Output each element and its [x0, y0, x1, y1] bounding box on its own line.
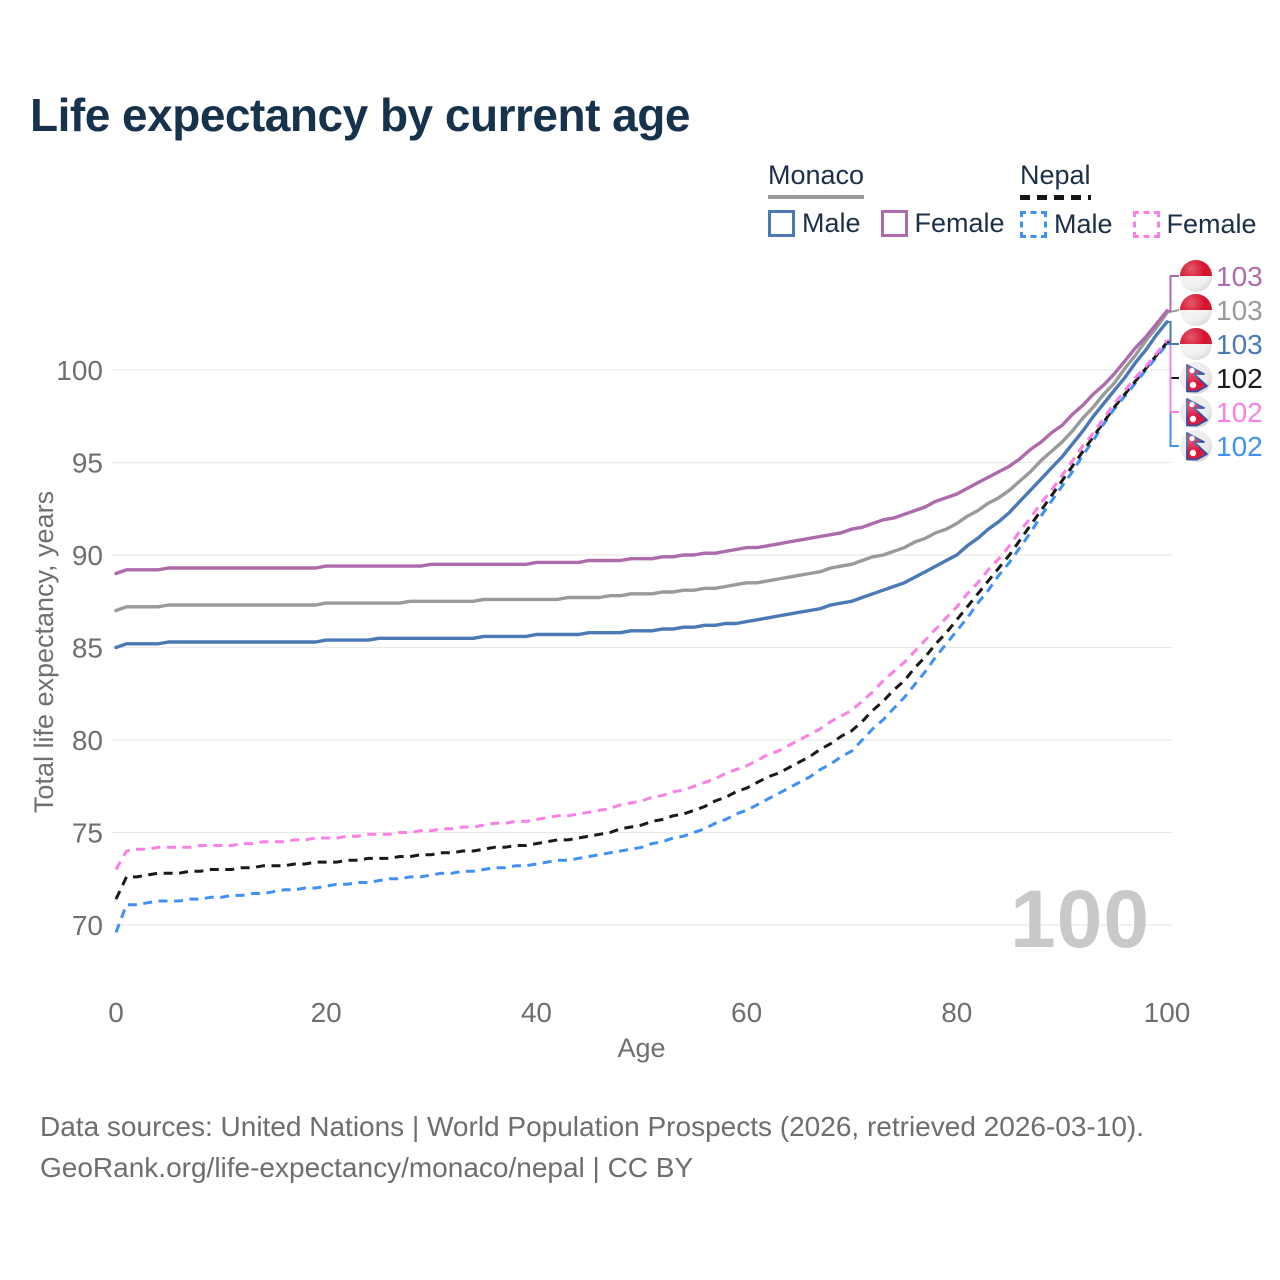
footer-data-sources: Data sources: United Nations | World Pop…	[40, 1111, 1145, 1142]
legend-label-monaco-female: Female	[914, 208, 1005, 238]
end-value-label-monaco-combined: 103	[1216, 295, 1263, 326]
x-tick-label: 0	[108, 997, 124, 1028]
line-nepal-combined	[114, 341, 1169, 900]
y-tick-label: 95	[72, 448, 103, 479]
legend-item-monaco-female: Female	[880, 208, 1005, 239]
footer: Data sources: United Nations | World Pop…	[40, 1106, 1144, 1188]
monaco-solid-line-sample-icon	[768, 195, 865, 199]
monaco-female-swatch-icon	[880, 210, 908, 237]
nepal-flag-icon	[1180, 396, 1212, 428]
leader-line-nepal-female	[1167, 339, 1179, 413]
y-tick-label: 75	[72, 818, 103, 849]
line-nepal-female	[114, 339, 1169, 871]
line-monaco-combined	[114, 311, 1169, 613]
chart-title: Life expectancy by current age	[30, 89, 690, 141]
watermark-current-age: 100	[1010, 874, 1150, 965]
x-axis-title: Age	[617, 1033, 665, 1063]
legend-monaco-title: Monaco	[768, 160, 865, 190]
legend-nepal-header: Nepal	[1020, 160, 1091, 200]
legend-label-nepal-female: Female	[1166, 209, 1257, 239]
y-tick-label: 100	[56, 355, 103, 386]
legend-nepal-items: Male Female	[1020, 209, 1257, 240]
gridlines	[112, 369, 1172, 926]
line-monaco-female	[114, 309, 1169, 576]
end-value-label-nepal-female: 102	[1216, 397, 1263, 428]
monaco-flag-icon	[1180, 260, 1212, 292]
x-tick-label: 40	[521, 997, 552, 1028]
legend-monaco-header: Monaco	[768, 160, 865, 199]
line-nepal-male	[114, 343, 1169, 933]
leader-line-monaco-combined	[1166, 309, 1180, 314]
x-tick-label: 20	[311, 997, 342, 1028]
legend-group-monaco: Monaco Male Female	[768, 160, 1005, 239]
y-axis-title: Total life expectancy, years	[29, 491, 59, 813]
end-value-label-monaco-female: 103	[1216, 261, 1263, 292]
y-tick-label: 90	[72, 540, 103, 571]
nepal-flag-icon	[1180, 430, 1212, 462]
monaco-flag-icon	[1180, 328, 1212, 360]
legend-item-nepal-female: Female	[1132, 209, 1257, 240]
monaco-male-swatch-icon	[768, 210, 795, 237]
legend-monaco-items: Male Female	[768, 208, 1005, 239]
nepal-flag-icon	[1180, 362, 1212, 394]
legend-label-nepal-male: Male	[1054, 209, 1113, 239]
y-tick-label: 85	[72, 633, 103, 664]
legend-group-nepal: Nepal Male Female	[1020, 160, 1257, 240]
x-tick-label: 100	[1144, 997, 1191, 1028]
monaco-flag-icon	[1180, 294, 1212, 326]
end-value-label-nepal-combined: 102	[1216, 363, 1263, 394]
legend-item-nepal-male: Male	[1020, 209, 1113, 240]
nepal-female-swatch-icon	[1132, 211, 1160, 238]
leader-line-monaco-female	[1167, 275, 1179, 312]
end-value-label-monaco-male: 103	[1216, 329, 1263, 360]
legend-item-monaco-male: Male	[768, 208, 861, 239]
x-tick-label: 60	[731, 997, 762, 1028]
y-tick-label: 80	[72, 725, 103, 756]
x-tick-label: 80	[941, 997, 972, 1028]
legend-label-monaco-male: Male	[802, 208, 861, 238]
nepal-dashed-line-sample-icon	[1020, 195, 1091, 200]
footer-attribution: GeoRank.org/life-expectancy/monaco/nepal…	[40, 1152, 694, 1183]
leader-line-nepal-combined	[1167, 341, 1179, 379]
line-monaco-male	[114, 320, 1169, 650]
end-value-label-nepal-male: 102	[1216, 431, 1263, 462]
leader-line-nepal-male	[1167, 343, 1179, 447]
legend-nepal-title: Nepal	[1020, 160, 1091, 190]
y-tick-label: 70	[72, 910, 103, 941]
nepal-male-swatch-icon	[1020, 211, 1047, 238]
leader-line-monaco-male	[1167, 320, 1179, 345]
